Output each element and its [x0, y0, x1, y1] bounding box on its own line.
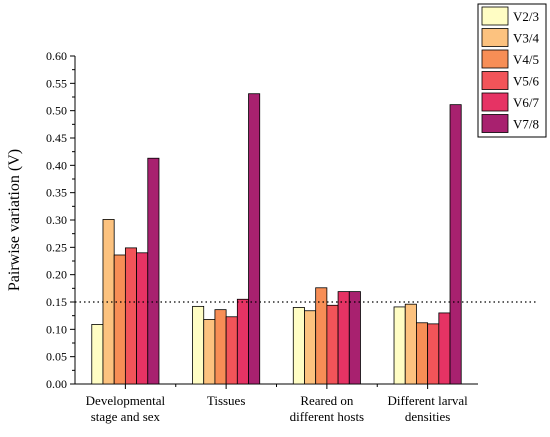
bar-v3-4 — [404, 303, 417, 385]
y-tick-label: 0.60 — [46, 49, 67, 63]
bar-v5-6 — [326, 304, 339, 385]
x-tick-label: Tissues — [207, 393, 246, 408]
y-tick-label: 0.20 — [46, 268, 67, 282]
bars — [91, 93, 462, 385]
legend-swatch — [481, 92, 509, 112]
x-tick-label: densities — [405, 409, 451, 424]
y-tick-label: 0.15 — [46, 295, 67, 309]
legend-label: V5/6 — [513, 74, 540, 89]
bar-v4-5 — [214, 309, 227, 385]
y-tick-label: 0.00 — [46, 377, 67, 391]
bar-v3-4 — [304, 310, 317, 385]
x-tick-label: stage and sex — [91, 409, 161, 424]
x-tick-label: Developmental — [86, 393, 166, 408]
bar-v2-3 — [393, 306, 406, 385]
legend-label: V4/5 — [513, 52, 539, 67]
bar-v5-6 — [427, 323, 440, 385]
bar-v6-7 — [337, 291, 350, 385]
legend-swatch — [481, 49, 509, 69]
bar-v5-6 — [124, 247, 137, 385]
bar-v6-7 — [136, 252, 149, 385]
legend-swatch — [481, 71, 509, 90]
legend-swatch — [481, 28, 509, 47]
legend-label: V2/3 — [513, 9, 539, 24]
legend-swatch — [481, 114, 509, 133]
bar-v2-3 — [91, 324, 104, 385]
y-tick-label: 0.45 — [46, 131, 67, 145]
y-axis: 0.00 0.05 0.10 0.15 0.20 0.25 0.30 0.35 0.40 0.45… — [46, 49, 76, 391]
bar-v4-5 — [315, 287, 328, 385]
bar-v7-8 — [348, 291, 361, 385]
bar-v6-7 — [236, 298, 249, 385]
y-tick-label: 0.30 — [46, 213, 67, 227]
legend-label: V6/7 — [513, 95, 540, 110]
bar-v7-8 — [248, 93, 261, 385]
y-tick-label: 0.40 — [46, 158, 67, 172]
y-tick-label: 0.50 — [46, 104, 67, 118]
legend: V2/3 V3/4 V4/5 V5/6 V6/7 V7/8 — [477, 3, 547, 138]
y-tick-label: 0.10 — [46, 322, 67, 336]
legend-label: V7/8 — [513, 117, 539, 132]
bar-v5-6 — [225, 316, 238, 385]
bar-v4-5 — [113, 254, 126, 385]
y-tick-label: 0.55 — [46, 76, 67, 90]
y-tick-label: 0.25 — [46, 240, 67, 254]
x-tick-label: Reared on — [300, 393, 354, 408]
bar-v3-4 — [203, 319, 216, 385]
y-axis-title: Pairwise variation (V) — [6, 149, 23, 291]
x-tick-label: different hosts — [290, 409, 365, 424]
legend-swatch — [481, 6, 509, 26]
bar-v6-7 — [438, 312, 451, 385]
bar-v2-3 — [192, 305, 205, 385]
y-tick-label: 0.05 — [46, 350, 67, 364]
legend-label: V3/4 — [513, 31, 540, 46]
bar-v7-8 — [449, 104, 462, 385]
bar-v7-8 — [147, 157, 160, 385]
x-tick-label: Different larval — [388, 393, 469, 408]
y-tick-label: 0.35 — [46, 186, 67, 200]
bar-v2-3 — [292, 307, 305, 385]
bar-v4-5 — [416, 322, 429, 385]
